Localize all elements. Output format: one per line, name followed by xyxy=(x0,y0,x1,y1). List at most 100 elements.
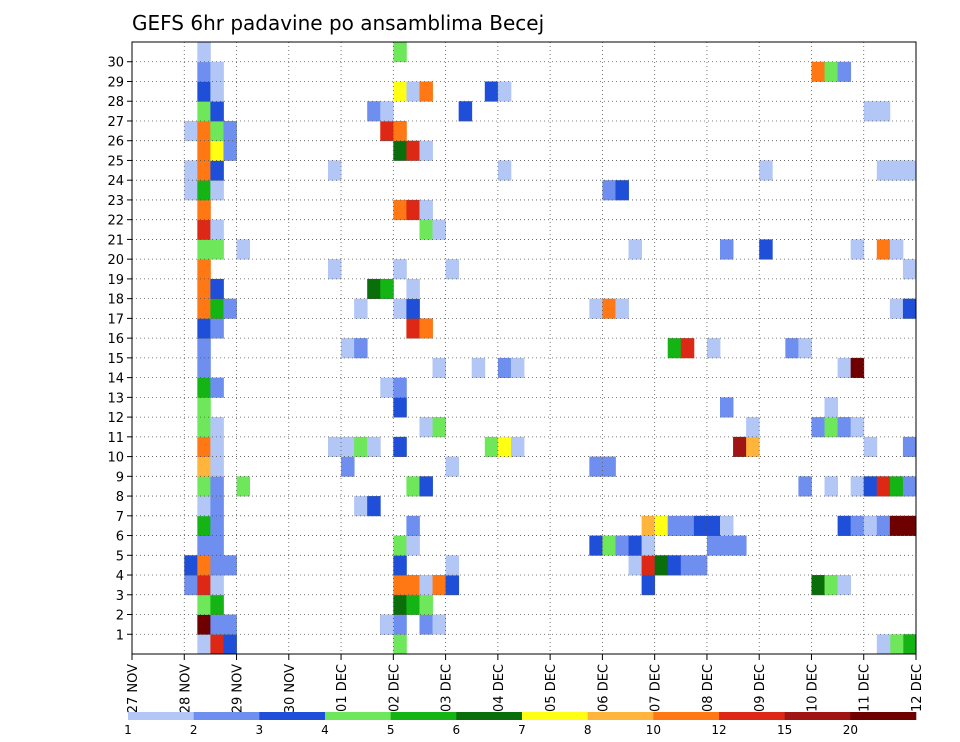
heatmap-cell xyxy=(876,634,891,655)
heatmap-cell xyxy=(223,634,237,655)
colorbar-label: 7 xyxy=(518,723,526,737)
heatmap-cell xyxy=(615,535,629,556)
heatmap-cell xyxy=(798,476,812,497)
heatmap-cell xyxy=(889,515,904,536)
heatmap-cell xyxy=(197,120,211,142)
heatmap-cell xyxy=(667,555,682,576)
heatmap-cell xyxy=(497,357,512,379)
heatmap-cell xyxy=(667,338,682,359)
heatmap-cell xyxy=(197,81,211,102)
heatmap-cell xyxy=(210,61,224,82)
y-tick-label: 27 xyxy=(107,115,124,130)
heatmap-cell xyxy=(393,81,407,102)
y-tick-label: 25 xyxy=(107,154,124,169)
gridlines xyxy=(132,42,916,654)
colorbar-label: 20 xyxy=(843,723,858,737)
heatmap-cell xyxy=(197,180,211,201)
heatmap-cell xyxy=(184,160,198,181)
heatmap-cell xyxy=(406,298,420,319)
heatmap-cell xyxy=(393,120,407,142)
plot-frame xyxy=(131,41,917,655)
heatmap-cell xyxy=(210,575,224,596)
heatmap-cell xyxy=(380,278,394,300)
heatmap-cell xyxy=(628,535,642,556)
heatmap-cell xyxy=(419,575,433,596)
heatmap-cell xyxy=(759,239,773,260)
colorbar-swatch xyxy=(850,712,917,720)
heatmap-cell xyxy=(223,140,237,161)
heatmap-cell xyxy=(354,436,368,457)
heatmap-cell xyxy=(680,338,695,359)
heatmap-cell xyxy=(210,298,224,319)
y-tick-label: 28 xyxy=(107,95,124,110)
heatmap-cell xyxy=(432,575,446,596)
heatmap-cell xyxy=(393,377,407,398)
heatmap-cells xyxy=(184,42,917,655)
heatmap-cell xyxy=(367,101,381,122)
heatmap-cell xyxy=(406,515,420,536)
y-tick-label: 30 xyxy=(107,56,124,71)
heatmap-cell xyxy=(367,496,381,517)
heatmap-cell xyxy=(706,535,721,556)
heatmap-cell xyxy=(876,160,891,181)
heatmap-cell xyxy=(419,417,433,438)
colorbar-label: 10 xyxy=(646,723,661,737)
heatmap-cell xyxy=(184,120,198,142)
heatmap-cell xyxy=(445,456,460,477)
heatmap-cell xyxy=(902,515,917,536)
y-tick-label: 21 xyxy=(107,233,124,248)
heatmap-cell xyxy=(406,575,420,596)
x-tick-label: 04 DEC xyxy=(492,664,507,712)
heatmap-cell xyxy=(210,555,224,576)
heatmap-cell xyxy=(720,397,734,418)
heatmap-cell xyxy=(824,61,838,82)
heatmap-cell xyxy=(902,160,917,181)
heatmap-cell xyxy=(693,515,708,536)
heatmap-cell xyxy=(876,515,891,536)
heatmap-cell xyxy=(419,594,433,615)
heatmap-cell xyxy=(406,594,420,615)
x-tick-label: 12 DEC xyxy=(910,664,925,712)
heatmap-cell xyxy=(354,496,368,517)
heatmap-cell xyxy=(197,594,211,615)
colorbar-label: 1 xyxy=(124,723,132,737)
y-tick-label: 29 xyxy=(107,75,124,90)
heatmap-cell xyxy=(393,614,407,635)
y-tick-label: 11 xyxy=(107,431,124,446)
heatmap-cell xyxy=(902,634,917,655)
heatmap-cell xyxy=(210,535,224,556)
x-tick-label: 07 DEC xyxy=(649,664,664,712)
y-tick-label: 26 xyxy=(107,135,124,150)
y-tick-label: 18 xyxy=(107,293,124,308)
colorbar-swatch xyxy=(522,712,588,720)
heatmap-cell xyxy=(393,140,407,161)
heatmap-cell xyxy=(419,476,433,497)
heatmap-cell xyxy=(850,357,865,379)
colorbar-swatch xyxy=(719,712,785,720)
heatmap-cell xyxy=(406,318,420,339)
y-tick-label: 4 xyxy=(116,569,124,584)
colorbar-label: 8 xyxy=(584,723,592,737)
heatmap-cell xyxy=(902,476,917,497)
y-tick-label: 16 xyxy=(107,332,124,347)
x-tick-label: 05 DEC xyxy=(544,664,559,712)
heatmap-cell xyxy=(876,239,891,260)
y-tick-label: 14 xyxy=(107,372,124,387)
heatmap-cell xyxy=(236,239,250,260)
heatmap-cell xyxy=(419,614,433,635)
heatmap-cell xyxy=(863,515,878,536)
heatmap-cell xyxy=(497,160,512,181)
heatmap-cell xyxy=(654,515,669,536)
heatmap-cell xyxy=(197,417,211,438)
heatmap-cell xyxy=(406,140,420,161)
x-tick-label: 28 NOV xyxy=(178,664,193,713)
heatmap-cell xyxy=(458,101,473,122)
heatmap-cell xyxy=(641,515,656,536)
heatmap-cell xyxy=(824,476,838,497)
x-tick-label: 02 DEC xyxy=(387,664,402,712)
heatmap-cell xyxy=(889,160,904,181)
heatmap-cell xyxy=(197,555,211,576)
heatmap-cell xyxy=(197,436,211,457)
heatmap-cell xyxy=(706,515,721,536)
y-tick-label: 1 xyxy=(116,628,124,643)
